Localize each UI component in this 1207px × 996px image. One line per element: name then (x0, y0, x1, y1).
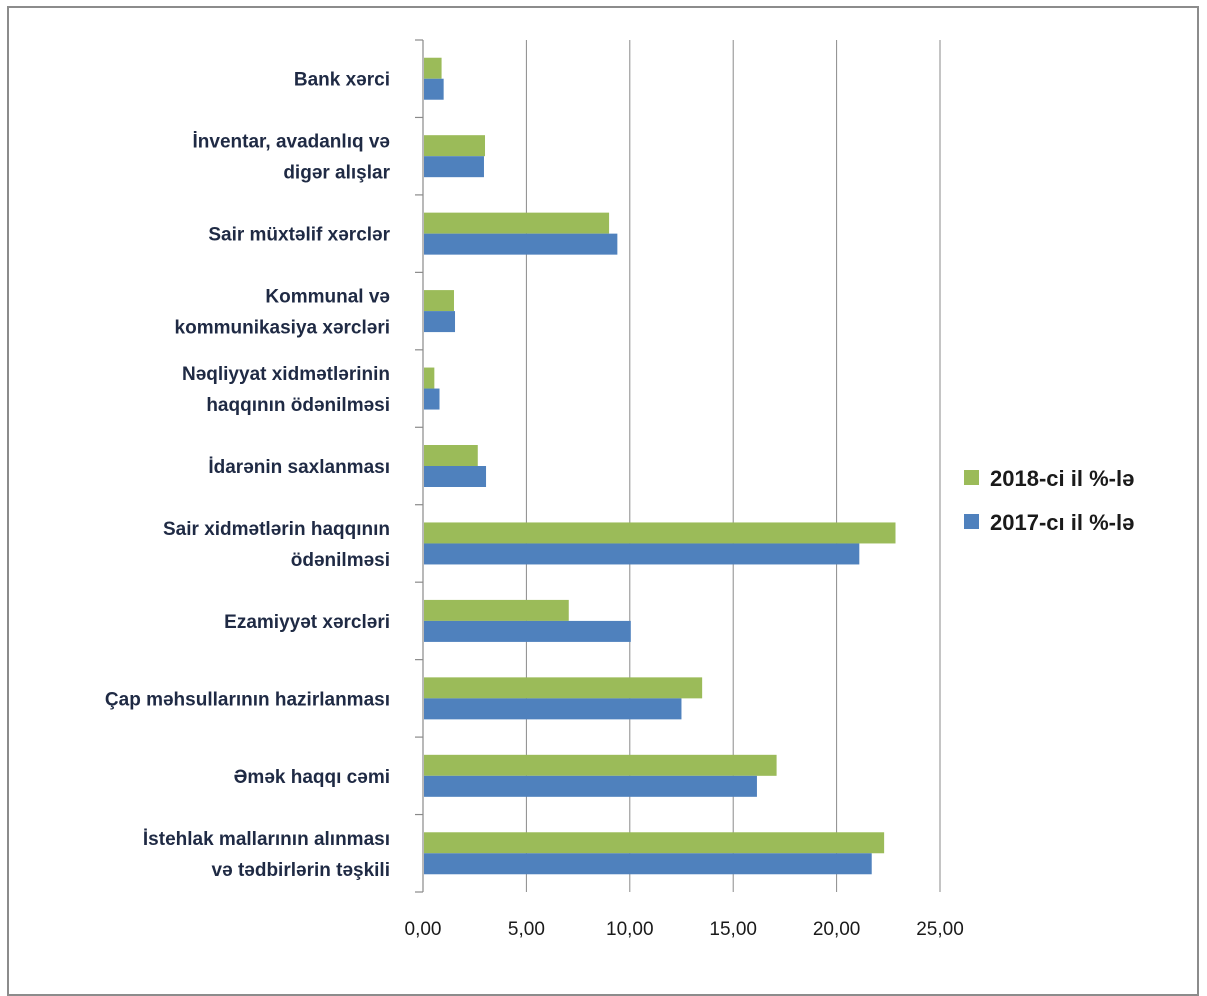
bar-2018 (424, 677, 703, 699)
bar-2017 (424, 311, 456, 333)
category-label: Çap məhsullarının hazirlanması (105, 689, 390, 710)
bar-2017 (424, 466, 487, 487)
category-label: Əmək haqqı cəmi (234, 767, 390, 788)
bar-2018 (424, 212, 610, 234)
category-label: Bank xərci (294, 70, 390, 91)
category-label: Kommunal və (265, 287, 390, 308)
bar-2018 (424, 754, 777, 776)
bar-2018 (424, 57, 442, 79)
bar-2017 (424, 543, 860, 565)
category-label: İnventar, avadanlıq və (193, 132, 390, 153)
grid-lines (525, 40, 941, 892)
category-label: İdarənin saxlanması (208, 457, 390, 478)
bar-2018 (424, 599, 569, 621)
x-tick-label: 25,00 (916, 919, 964, 940)
legend: 2018-ci il %-lə 2017-cı il %-lə (964, 466, 1134, 535)
legend-label: 2017-cı il %-lə (990, 510, 1134, 535)
bar-2017 (424, 233, 618, 255)
bars (424, 57, 896, 875)
bar-2018 (424, 832, 885, 854)
category-label: haqqının ödənilməsi (206, 395, 390, 416)
category-label: ödənilməsi (291, 550, 390, 571)
bar-2017 (424, 388, 440, 410)
bar-2018 (424, 367, 435, 389)
bar-2018 (424, 522, 896, 544)
bar-2017 (424, 78, 444, 100)
category-label: Sair xidmətlərin haqqının (163, 519, 390, 540)
category-label: kommunikasiya xərcləri (175, 318, 390, 339)
x-tick-label: 5,00 (508, 919, 545, 940)
bar-2017 (424, 620, 631, 642)
category-label: Nəqliyyat xidmətlərinin (182, 364, 390, 385)
bar-2018 (424, 445, 478, 466)
category-label: Ezamiyyət xərcləri (224, 612, 390, 633)
category-label: Sair müxtəlif xərclər (208, 225, 390, 246)
bar-2018 (424, 135, 486, 157)
category-labels: Bank xərci İnventar, avadanlıq və digər al… (105, 70, 391, 881)
x-tick-label: 0,00 (405, 919, 442, 940)
category-label: İstehlak mallarının alınması (143, 829, 390, 850)
x-tick-labels: 0,00 5,00 10,00 15,00 20,00 25,00 (405, 919, 964, 940)
legend-label: 2018-ci il %-lə (990, 466, 1134, 491)
bar-2017 (424, 775, 757, 797)
bar-2017 (424, 698, 682, 720)
bar-2017 (424, 853, 872, 875)
x-tick-label: 10,00 (606, 919, 654, 940)
axes (415, 39, 424, 893)
bar-2017 (424, 156, 484, 178)
x-tick-label: 15,00 (709, 919, 757, 940)
legend-swatch (964, 470, 979, 485)
category-label: və tədbirlərin təşkili (212, 860, 390, 881)
category-label: digər alışlar (283, 163, 390, 184)
chart-frame (7, 6, 1199, 996)
x-tick-label: 20,00 (813, 919, 861, 940)
bar-2018 (424, 290, 454, 312)
legend-swatch (964, 514, 979, 529)
